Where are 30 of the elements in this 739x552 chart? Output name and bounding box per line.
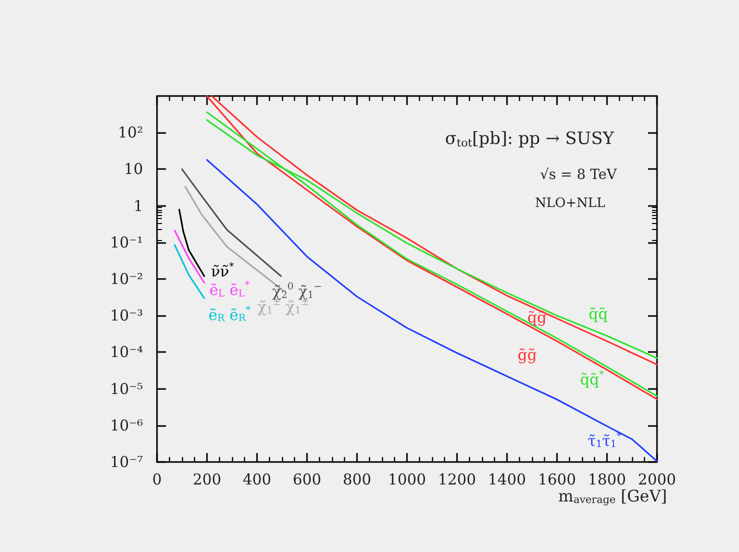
y-tick-label: 10²	[118, 124, 143, 142]
x-tick-label: 200	[192, 470, 222, 488]
x-tick-label: 1400	[488, 470, 526, 488]
series-label: g̃g̃	[518, 346, 538, 364]
x-tick-label: 1600	[538, 470, 576, 488]
y-tick-label: 1	[133, 196, 143, 215]
series-label: ẽR ẽR*	[208, 304, 251, 324]
x-tick-label: 1200	[438, 470, 476, 488]
y-tick-label: 10⁻⁷	[110, 453, 143, 471]
x-tick-label: 2000	[638, 470, 676, 488]
y-tick-label: 10⁻³	[110, 306, 143, 325]
y-tick-label: 10	[124, 160, 143, 178]
x-tick-label: 600	[292, 470, 322, 488]
y-tick-label: 10⁻¹	[110, 233, 143, 252]
x-tick-label: 1800	[588, 470, 626, 488]
series-label: ν̃ν̃*	[210, 262, 234, 281]
x-tick-label: 800	[342, 470, 372, 488]
series-label: q̃q̃	[588, 305, 608, 324]
y-tick-label: 10⁻⁶	[110, 416, 143, 434]
y-tick-label: 10⁻⁴	[110, 343, 143, 362]
series-label: q̃g̃	[527, 308, 547, 326]
annotation: NLO+NLL	[535, 196, 606, 211]
text: √s = 8 TeV	[540, 167, 618, 183]
series-label: q̃q̃*	[580, 369, 604, 388]
x-tick-label: 0	[152, 470, 162, 488]
y-tick-label: 10⁻²	[110, 270, 143, 288]
y-tick-label: 10⁻⁵	[110, 380, 143, 398]
x-tick-label: 1000	[388, 470, 426, 488]
x-tick-label: 400	[242, 470, 272, 488]
series-label: ẽL ẽL*	[209, 280, 250, 300]
